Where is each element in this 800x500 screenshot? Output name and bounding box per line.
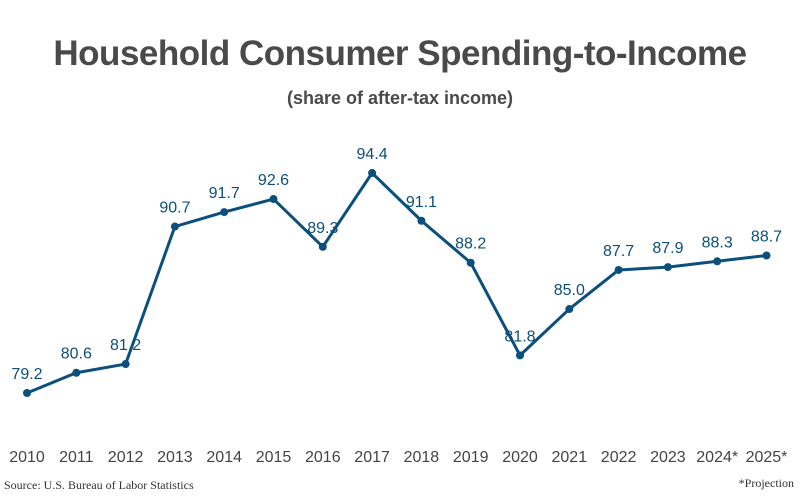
data-point [368,169,377,177]
data-point [417,216,426,225]
x-tick-label: 2025* [746,449,788,466]
data-point [170,222,179,231]
data-point [663,263,672,272]
x-tick-label: 2020 [502,449,538,466]
series-line [26,171,767,395]
data-point [565,305,574,314]
data-label: 81.8 [504,328,535,345]
x-tick-label: 2013 [157,449,193,466]
data-label: 85.0 [554,282,585,299]
x-tick-label: 2010 [9,449,45,466]
data-label: 87.9 [652,240,683,257]
data-label: 91.1 [406,194,437,211]
x-tick-label: 2016 [305,449,341,466]
data-label: 91.7 [209,185,240,202]
data-label: 88.3 [702,234,733,251]
data-label: 80.6 [61,346,92,363]
data-point [614,265,623,274]
x-tick-label: 2014 [206,449,242,466]
data-label: 94.4 [357,146,388,163]
data-point [72,368,81,377]
data-point [516,351,524,360]
x-tick-label: 2021 [552,449,588,466]
x-tick-label: 2012 [108,449,144,466]
data-point [318,242,327,251]
data-point [762,251,771,260]
x-tick-label: 2011 [59,449,94,466]
data-point [713,257,722,266]
data-label: 87.7 [603,243,634,260]
source-note: Source: U.S. Bureau of Labor Statistics [4,478,194,492]
data-label: 92.6 [258,172,289,189]
projection-note: *Projection [738,476,794,490]
data-point [121,360,130,369]
data-label: 88.7 [751,229,782,246]
x-tick-label: 2015 [256,449,292,466]
chart-title: Household Consumer Spending-to-Income [53,34,747,73]
x-tick-label: 2023 [650,449,686,466]
data-label: 79.2 [11,366,42,383]
chart-subtitle: (share of after-tax income) [286,88,514,108]
data-point [269,195,278,204]
data-point [220,208,229,217]
data-label: 89.3 [307,220,338,237]
data-point [23,389,31,397]
data-label: 81.2 [110,337,141,354]
x-tick-label: 2019 [453,449,489,466]
data-label: 90.7 [159,200,190,217]
x-tick-label: 2024* [696,449,738,466]
data-label: 88.2 [455,236,486,253]
x-tick-label: 2022 [601,449,637,466]
x-tick-label: 2018 [404,449,440,466]
x-tick-label: 2017 [354,449,390,466]
data-point [466,258,475,267]
